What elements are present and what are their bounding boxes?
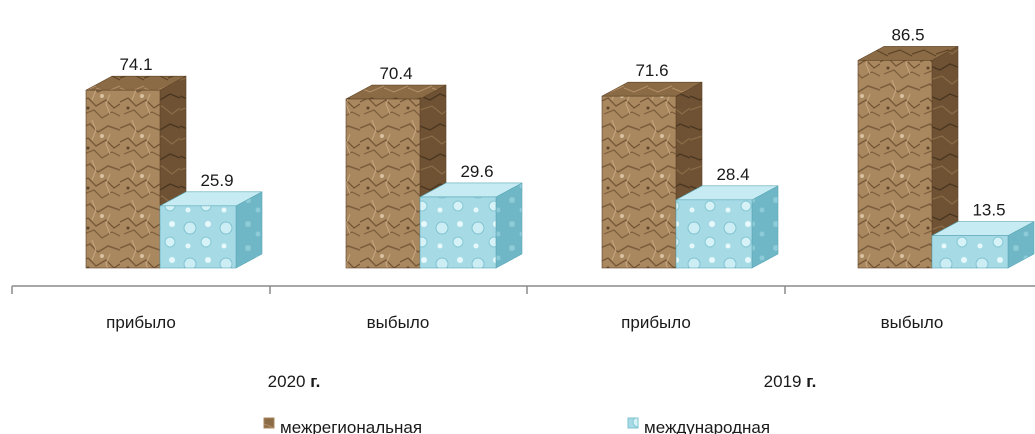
value-label-interregional: 86.5 — [891, 25, 924, 44]
group-year-suffix: г. — [806, 372, 816, 391]
bar-front-face — [85, 89, 161, 269]
category-label: прибыло — [106, 313, 176, 332]
value-labels: 74.1 70.4 71.6 86.5 25.9 29.6 28.4 13.5 — [119, 25, 1005, 219]
group-year: 2020 — [268, 372, 311, 391]
bar-front-face — [601, 95, 677, 269]
bar-international — [159, 191, 263, 269]
bar-front-face — [931, 235, 1009, 269]
category-labels: прибыло выбыло прибыло выбыло — [106, 313, 943, 332]
bar-front-face — [345, 98, 421, 269]
bar-international — [675, 185, 779, 269]
legend-label-international: международная — [644, 418, 770, 434]
bar-front-face — [159, 205, 237, 269]
legend-swatch-international — [627, 417, 639, 429]
bar-side-face — [751, 185, 779, 269]
legend-item-interregional: межрегиональная — [263, 417, 422, 434]
bar-interregional — [601, 81, 703, 269]
category-label: прибыло — [621, 313, 691, 332]
group-year-suffix: г. — [310, 372, 320, 391]
value-label-international: 13.5 — [972, 201, 1005, 220]
value-label-interregional: 74.1 — [119, 55, 152, 74]
legend-label-interregional: межрегиональная — [280, 418, 422, 434]
value-label-international: 29.6 — [460, 162, 493, 181]
category-label: выбыло — [881, 313, 944, 332]
group-year: 2019 — [764, 372, 807, 391]
value-label-international: 25.9 — [200, 171, 233, 190]
legend-swatch-interregional — [263, 417, 275, 429]
group-labels: 2020 г. 2019 г. — [268, 372, 817, 391]
group-label-year: 2020 г. — [268, 372, 321, 391]
group-label-year: 2019 г. — [764, 372, 817, 391]
x-axis-ticks — [11, 286, 786, 294]
bar-international — [419, 182, 523, 269]
value-label-interregional: 70.4 — [379, 64, 412, 83]
bars — [85, 45, 1035, 269]
bar-front-face — [419, 196, 497, 269]
legend-item-international: международная — [627, 417, 770, 434]
legend: межрегиональная международная — [263, 417, 770, 434]
bar-international — [931, 221, 1035, 269]
bar-front-face — [675, 199, 753, 269]
category-label: выбыло — [367, 313, 430, 332]
bar-interregional — [857, 45, 959, 269]
value-label-interregional: 71.6 — [635, 61, 668, 80]
bar-front-face — [857, 60, 933, 269]
bar-side-face — [495, 182, 523, 269]
value-label-international: 28.4 — [716, 165, 749, 184]
